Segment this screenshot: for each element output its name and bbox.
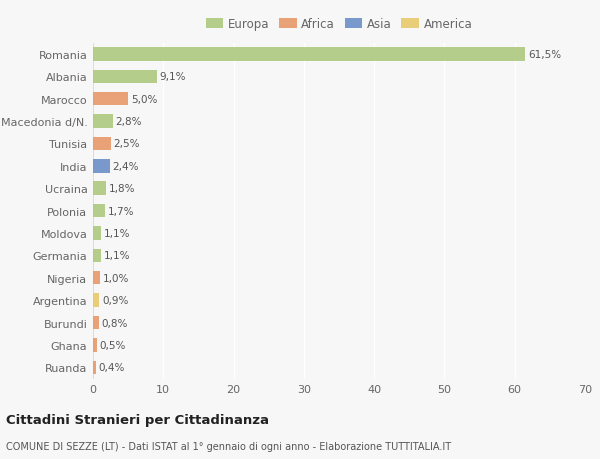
Text: 61,5%: 61,5% [528, 50, 561, 60]
Bar [93, 271, 100, 285]
Bar [93, 70, 157, 84]
Text: 9,1%: 9,1% [160, 72, 186, 82]
Text: 0,9%: 0,9% [102, 296, 128, 306]
Text: 1,1%: 1,1% [104, 229, 130, 239]
Bar [93, 182, 106, 196]
Text: 2,8%: 2,8% [115, 117, 142, 127]
Bar [93, 93, 128, 106]
Text: 0,8%: 0,8% [101, 318, 128, 328]
Bar [93, 249, 101, 263]
Text: 1,8%: 1,8% [109, 184, 135, 194]
Text: 2,5%: 2,5% [113, 139, 140, 149]
Bar [93, 137, 110, 151]
Text: 2,4%: 2,4% [113, 162, 139, 172]
Bar [93, 204, 105, 218]
Text: 1,7%: 1,7% [108, 206, 134, 216]
Text: 0,5%: 0,5% [100, 340, 126, 350]
Legend: Europa, Africa, Asia, America: Europa, Africa, Asia, America [202, 14, 476, 34]
Bar [93, 338, 97, 352]
Bar [93, 160, 110, 173]
Text: COMUNE DI SEZZE (LT) - Dati ISTAT al 1° gennaio di ogni anno - Elaborazione TUTT: COMUNE DI SEZZE (LT) - Dati ISTAT al 1° … [6, 441, 451, 451]
Bar [93, 294, 100, 307]
Bar [93, 48, 525, 62]
Text: 0,4%: 0,4% [98, 363, 125, 373]
Text: 1,0%: 1,0% [103, 273, 129, 283]
Text: Cittadini Stranieri per Cittadinanza: Cittadini Stranieri per Cittadinanza [6, 413, 269, 426]
Bar [93, 227, 101, 240]
Bar [93, 316, 98, 330]
Bar [93, 361, 96, 374]
Text: 1,1%: 1,1% [104, 251, 130, 261]
Text: 5,0%: 5,0% [131, 95, 157, 105]
Bar [93, 115, 113, 129]
